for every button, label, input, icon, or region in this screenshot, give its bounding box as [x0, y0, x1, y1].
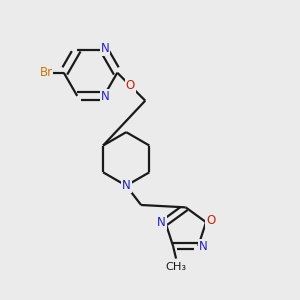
Text: Br: Br — [39, 66, 52, 79]
Text: N: N — [122, 179, 130, 192]
Text: N: N — [100, 43, 109, 56]
Text: N: N — [100, 90, 109, 103]
Text: N: N — [158, 216, 166, 229]
Text: O: O — [206, 214, 215, 227]
Text: CH₃: CH₃ — [166, 262, 187, 272]
Text: O: O — [126, 79, 135, 92]
Text: N: N — [199, 240, 207, 253]
